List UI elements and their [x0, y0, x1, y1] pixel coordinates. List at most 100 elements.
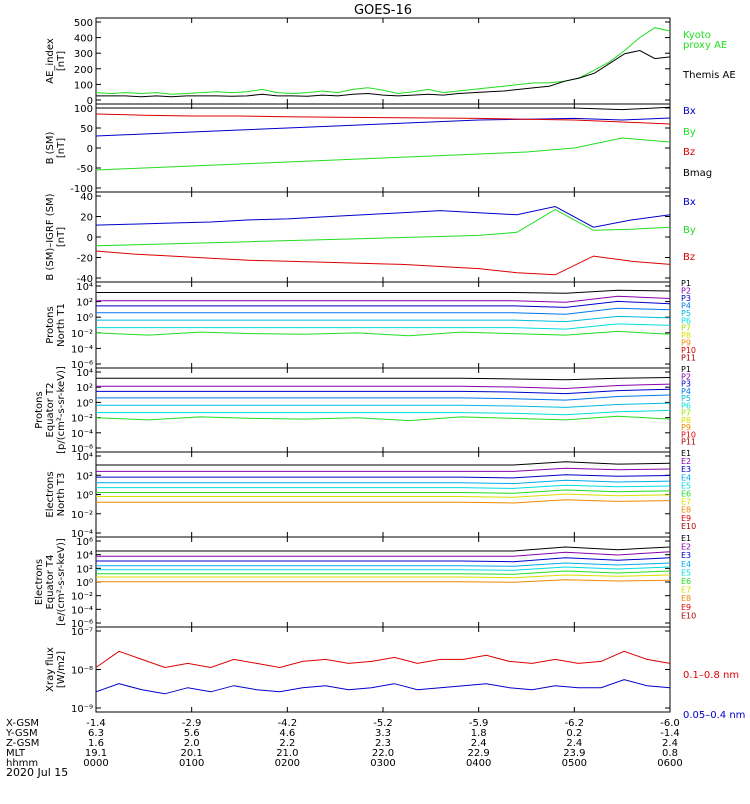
- series-line: [96, 300, 671, 308]
- x-axis-value: 0100: [179, 758, 204, 769]
- y-tick-label: 10²: [76, 471, 93, 482]
- x-axis-value: -1.4: [86, 718, 106, 729]
- y-tick-label: 10⁻⁴: [71, 429, 93, 440]
- x-axis-value: 20.1: [181, 748, 203, 759]
- legend-label: E6: [681, 490, 691, 499]
- y-tick-label: 0: [87, 144, 93, 155]
- x-axis-value: -1.4: [660, 728, 680, 739]
- legend-label: E4: [681, 473, 691, 482]
- legend-label: E4: [681, 560, 691, 569]
- series-line: [96, 307, 671, 315]
- panel-5: 10⁴ 10² 10⁰ 10⁻² 10⁻⁴ 10⁻⁶ Protons Equator T2 [p…: [34, 365, 696, 455]
- x-axis-value: -5.2: [373, 718, 393, 729]
- x-axis-value: 23.9: [563, 748, 585, 759]
- y-tick-label: -50: [77, 164, 93, 175]
- series-line: [96, 566, 671, 571]
- x-axis-value: 4.6: [279, 728, 295, 739]
- legend-label: P4: [681, 387, 691, 396]
- x-axis-value: 22.0: [372, 748, 394, 759]
- y-tick-label: 10⁰: [76, 578, 93, 589]
- legend-label: Bx: [683, 106, 696, 117]
- y-tick-label: 10⁴: [76, 452, 93, 463]
- y-tick-label: 10⁰: [76, 313, 93, 324]
- legend-label: By: [683, 225, 696, 236]
- y-tick-label: 50: [80, 124, 93, 135]
- y-tick-label: -100: [70, 184, 93, 195]
- y-tick-label: 10⁻⁶: [71, 444, 93, 455]
- series-line: [96, 484, 671, 489]
- y-axis-label: Equator T4: [45, 555, 56, 610]
- y-tick-label: 10⁻⁹: [71, 704, 93, 715]
- series-line: [96, 388, 671, 395]
- legend-label: P8: [681, 331, 691, 340]
- legend-label: E2: [681, 543, 691, 552]
- y-tick-label: 10⁻²: [71, 510, 93, 521]
- legend-label: P3: [681, 380, 691, 389]
- series-line: [96, 579, 671, 583]
- series-line: [96, 377, 671, 381]
- y-tick-label: 10⁻²: [71, 414, 93, 425]
- legend-label: 0.05–0.4 nm: [683, 710, 745, 721]
- panel-frame: [95, 191, 671, 283]
- series-line: [96, 409, 671, 416]
- legend-label: E10: [681, 522, 696, 531]
- legend-label: E3: [681, 551, 691, 560]
- legend-label: Themis AE: [682, 70, 736, 81]
- panel-8: 10⁻⁷ 10⁻⁸ 10⁻⁹ Xray flux [W/m2] 0.1–0.8 nm 0.0…: [45, 626, 745, 721]
- panel-frame: [95, 17, 671, 105]
- series-line: [96, 562, 671, 567]
- series-line: [95, 250, 671, 276]
- legend-label: P6: [681, 401, 691, 410]
- legend-label: E5: [681, 481, 691, 490]
- legend-label: P1: [681, 279, 691, 288]
- legend-label: P5: [681, 394, 691, 403]
- y-axis-label: Electrons: [34, 559, 45, 605]
- x-axis-value: 1.6: [88, 738, 104, 749]
- y-tick-label: 10⁻⁶: [71, 619, 93, 630]
- date-label: 2020 Jul 15: [6, 766, 68, 779]
- x-axis-value: 1.8: [471, 728, 487, 739]
- y-tick-label: 0: [87, 96, 93, 107]
- x-axis-value: 0.8: [662, 748, 678, 759]
- legend-label: E3: [681, 465, 691, 474]
- series-line: [95, 137, 671, 171]
- y-axis-label: Equator T2: [45, 383, 56, 438]
- series-line: [96, 499, 671, 504]
- legend-label: P10: [681, 430, 696, 439]
- legend-label: E1: [681, 534, 691, 543]
- series-line: [96, 323, 671, 330]
- y-tick-label: 10⁻⁶: [71, 360, 93, 371]
- y-axis-label: North T1: [56, 303, 67, 347]
- legend-label: P2: [681, 286, 691, 295]
- series-line: [96, 551, 671, 557]
- series-line: [96, 106, 671, 111]
- legend-label: E7: [681, 498, 691, 507]
- legend-label: Bx: [683, 197, 696, 208]
- y-tick-label: 10⁻²: [71, 592, 93, 603]
- x-axis-value: 2.4: [566, 738, 582, 749]
- y-tick-label: 10⁴: [76, 282, 93, 293]
- y-tick-label: 10⁻⁸: [71, 666, 93, 677]
- legend-label: E10: [681, 611, 696, 620]
- y-tick-label: 10²: [76, 564, 93, 575]
- series-line: [96, 479, 671, 485]
- series-line: [95, 209, 671, 247]
- y-axis-label: Protons: [34, 391, 45, 428]
- y-axis-label: [nT]: [56, 51, 67, 71]
- series-line: [95, 679, 671, 695]
- x-axis-value: 0300: [370, 758, 395, 769]
- x-axis-value: 2.2: [279, 738, 295, 749]
- x-axis-value: 2.4: [471, 738, 487, 749]
- x-axis-value: 0500: [562, 758, 587, 769]
- series-line: [96, 570, 671, 575]
- series-line: [96, 474, 671, 479]
- y-tick-label: 10⁰: [76, 398, 93, 409]
- series-line: [95, 650, 671, 669]
- y-axis-label: B (SM): [45, 131, 56, 164]
- legend-label: P4: [681, 301, 691, 310]
- y-axis-label: AE_index: [45, 38, 56, 84]
- y-tick-label: 10⁶: [76, 537, 93, 548]
